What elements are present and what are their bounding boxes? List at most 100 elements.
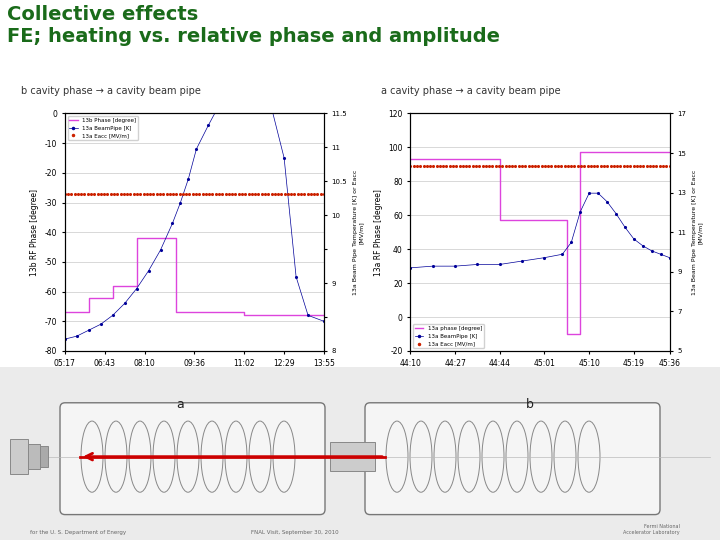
Y-axis label: 13a RF Phase [degree]: 13a RF Phase [degree] bbox=[374, 189, 383, 275]
Point bbox=[197, 189, 208, 198]
Point bbox=[118, 189, 130, 198]
Point bbox=[263, 189, 274, 198]
Point bbox=[575, 161, 587, 170]
Point bbox=[572, 161, 583, 170]
Point bbox=[131, 189, 143, 198]
Point bbox=[418, 161, 429, 170]
Point bbox=[408, 161, 420, 170]
Point bbox=[644, 161, 656, 170]
Point bbox=[128, 189, 140, 198]
Point bbox=[161, 189, 172, 198]
Point bbox=[618, 161, 629, 170]
Point bbox=[536, 161, 547, 170]
Point bbox=[105, 189, 117, 198]
Point bbox=[246, 189, 258, 198]
Point bbox=[588, 161, 600, 170]
Point bbox=[664, 161, 675, 170]
Point bbox=[292, 189, 304, 198]
Bar bbox=[330, 442, 375, 471]
Point bbox=[200, 189, 212, 198]
Point bbox=[174, 189, 185, 198]
Point bbox=[556, 161, 567, 170]
Point bbox=[628, 161, 639, 170]
Point bbox=[207, 189, 218, 198]
Point bbox=[444, 161, 456, 170]
Point bbox=[259, 189, 271, 198]
Point bbox=[122, 189, 133, 198]
Point bbox=[483, 161, 495, 170]
Point bbox=[295, 189, 307, 198]
Text: a cavity phase → a cavity beam pipe: a cavity phase → a cavity beam pipe bbox=[381, 86, 561, 96]
Text: b cavity phase → a cavity beam pipe: b cavity phase → a cavity beam pipe bbox=[22, 86, 201, 96]
Point bbox=[289, 189, 300, 198]
Point bbox=[243, 189, 254, 198]
Point bbox=[552, 161, 564, 170]
Point bbox=[506, 161, 518, 170]
Point bbox=[312, 189, 323, 198]
Legend: 13a phase [degree], 13a BeamPipe [K], 13a Eacc [MV/m]: 13a phase [degree], 13a BeamPipe [K], 13… bbox=[413, 325, 484, 348]
Point bbox=[76, 189, 87, 198]
Point bbox=[171, 189, 182, 198]
Point bbox=[236, 189, 248, 198]
Point bbox=[549, 161, 561, 170]
Point bbox=[477, 161, 488, 170]
FancyBboxPatch shape bbox=[365, 403, 660, 515]
Point bbox=[240, 189, 251, 198]
Text: a: a bbox=[176, 397, 184, 411]
Point bbox=[102, 189, 113, 198]
Point bbox=[510, 161, 521, 170]
Y-axis label: 13b RF Phase [degree]: 13b RF Phase [degree] bbox=[30, 188, 39, 276]
Point bbox=[266, 189, 277, 198]
Point bbox=[135, 189, 146, 198]
Point bbox=[451, 161, 462, 170]
Point bbox=[533, 161, 544, 170]
Point bbox=[526, 161, 538, 170]
Point bbox=[285, 189, 297, 198]
Point bbox=[63, 189, 74, 198]
Y-axis label: 13a Beam Pipe Temperature [K] or Eacc
[MV/m]: 13a Beam Pipe Temperature [K] or Eacc [M… bbox=[353, 170, 364, 295]
Point bbox=[141, 189, 153, 198]
Point bbox=[441, 161, 452, 170]
Point bbox=[592, 161, 603, 170]
Point bbox=[582, 161, 593, 170]
Point bbox=[82, 189, 94, 198]
Point bbox=[230, 189, 241, 198]
Point bbox=[302, 189, 313, 198]
Point bbox=[213, 189, 225, 198]
Point bbox=[546, 161, 557, 170]
Point bbox=[85, 189, 96, 198]
Point bbox=[434, 161, 446, 170]
Point bbox=[305, 189, 317, 198]
Point bbox=[276, 189, 287, 198]
Point bbox=[660, 161, 672, 170]
Point bbox=[428, 161, 439, 170]
Point bbox=[641, 161, 652, 170]
Point bbox=[480, 161, 492, 170]
Point bbox=[187, 189, 199, 198]
Point bbox=[279, 189, 290, 198]
Text: FNAL Visit, September 30, 2010: FNAL Visit, September 30, 2010 bbox=[251, 530, 339, 535]
Point bbox=[167, 189, 179, 198]
Point bbox=[108, 189, 120, 198]
Point bbox=[299, 189, 310, 198]
Point bbox=[585, 161, 597, 170]
Point bbox=[424, 161, 436, 170]
Point bbox=[615, 161, 626, 170]
Point bbox=[125, 189, 136, 198]
X-axis label: Time [mm:ss]: Time [mm:ss] bbox=[508, 373, 572, 382]
Point bbox=[454, 161, 465, 170]
Point bbox=[148, 189, 159, 198]
Point bbox=[99, 189, 110, 198]
Point bbox=[210, 189, 222, 198]
Point bbox=[654, 161, 665, 170]
Point bbox=[226, 189, 238, 198]
Point bbox=[605, 161, 616, 170]
Point bbox=[447, 161, 459, 170]
Point bbox=[601, 161, 613, 170]
Point bbox=[624, 161, 636, 170]
Point bbox=[500, 161, 511, 170]
Point bbox=[138, 189, 149, 198]
Bar bbox=[10, 440, 28, 474]
Bar bbox=[355, 449, 373, 465]
Point bbox=[164, 189, 176, 198]
